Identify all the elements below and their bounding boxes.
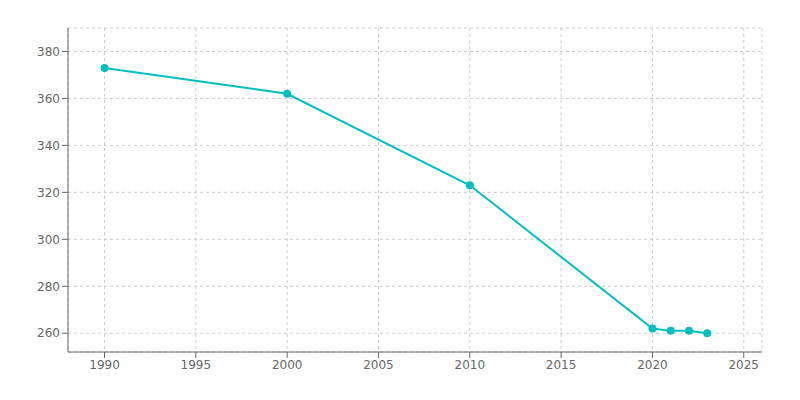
svg-text:2010: 2010 <box>455 358 486 372</box>
svg-text:380: 380 <box>37 45 60 59</box>
svg-text:260: 260 <box>37 326 60 340</box>
svg-text:360: 360 <box>37 92 60 106</box>
svg-text:320: 320 <box>37 186 60 200</box>
svg-text:2020: 2020 <box>637 358 668 372</box>
svg-text:1990: 1990 <box>89 358 120 372</box>
svg-text:2005: 2005 <box>363 358 394 372</box>
svg-text:280: 280 <box>37 280 60 294</box>
svg-text:2015: 2015 <box>546 358 577 372</box>
svg-text:300: 300 <box>37 233 60 247</box>
svg-text:340: 340 <box>37 139 60 153</box>
svg-text:2025: 2025 <box>728 358 759 372</box>
svg-text:2000: 2000 <box>272 358 303 372</box>
svg-text:1995: 1995 <box>181 358 212 372</box>
